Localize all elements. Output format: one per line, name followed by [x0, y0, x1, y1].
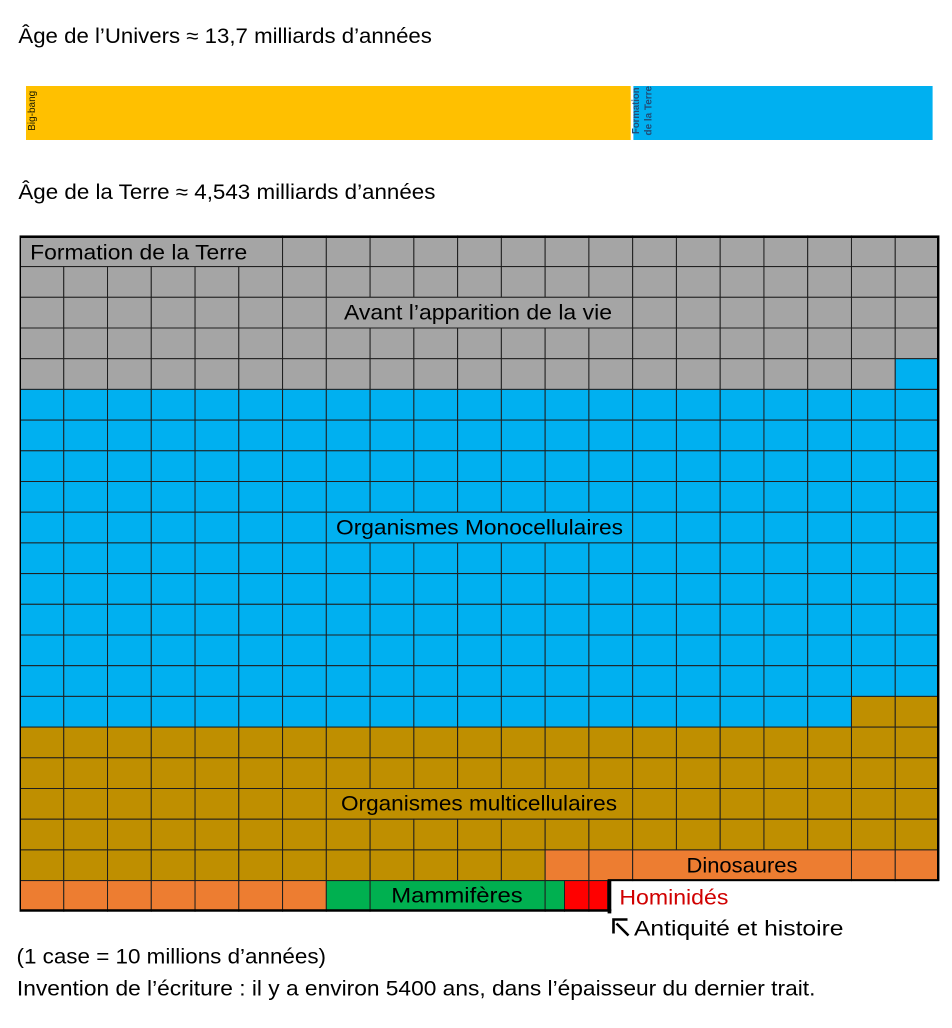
svg-text:Invention de l’écriture : il y: Invention de l’écriture : il y a environ…	[17, 978, 816, 1001]
svg-text:Dinosaures: Dinosaures	[687, 855, 798, 878]
svg-text:Antiquité et histoire: Antiquité et histoire	[634, 917, 844, 940]
svg-text:Formation: Formation	[631, 87, 642, 134]
svg-text:(1 case = 10 millions d’années: (1 case = 10 millions d’années)	[17, 946, 327, 969]
svg-text:Avant l’apparition de la vie: Avant l’apparition de la vie	[344, 301, 612, 324]
svg-text:de la Terre: de la Terre	[644, 86, 655, 136]
svg-text:Organismes multicellulaires: Organismes multicellulaires	[341, 793, 617, 816]
svg-text:Âge de la Terre ≈ 4,543 millia: Âge de la Terre ≈ 4,543 milliards d’anné…	[18, 181, 435, 204]
svg-text:Organismes Monocellulaires: Organismes Monocellulaires	[336, 516, 623, 539]
svg-text:Hominidés: Hominidés	[619, 887, 728, 910]
svg-text:Mammifères: Mammifères	[391, 885, 523, 908]
svg-text:Big-bang: Big-bang	[27, 91, 38, 131]
svg-text:Âge de l’Univers ≈ 13,7 millia: Âge de l’Univers ≈ 13,7 milliards d’anné…	[18, 25, 432, 48]
svg-text:Formation de la Terre: Formation de la Terre	[30, 242, 247, 265]
